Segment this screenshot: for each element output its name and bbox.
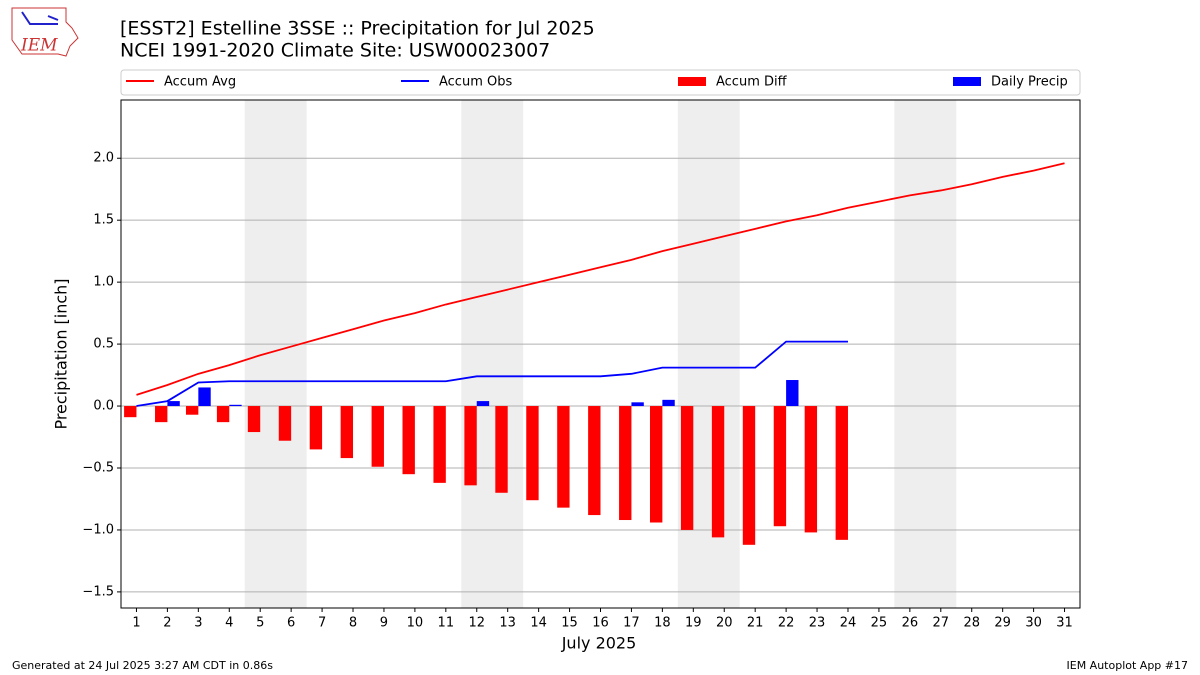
x-tick-label: 11 [438, 616, 455, 631]
line [136, 162, 1065, 396]
bar [588, 406, 601, 516]
x-tick-label: 8 [349, 616, 357, 631]
logo-icon [21, 11, 59, 25]
x-tick-label: 27 [933, 616, 950, 631]
bar [742, 406, 756, 545]
bar [711, 406, 725, 538]
x-tick-label: 1 [132, 616, 140, 631]
x-tick-label: 24 [840, 616, 857, 631]
x-tick-label: 26 [902, 616, 919, 631]
footer-left: Generated at 24 Jul 2025 3:27 AM CDT in … [12, 659, 273, 672]
legend-label: Daily Precip [991, 75, 1068, 90]
logo-outline [11, 7, 79, 57]
x-tick-label: 19 [685, 616, 702, 631]
x-tick-label: 10 [407, 616, 424, 631]
bar [167, 401, 180, 407]
bar [557, 406, 570, 508]
x-tick-label: 20 [716, 616, 733, 631]
x-tick-label: 5 [256, 616, 264, 631]
x-tick-label: 22 [778, 616, 795, 631]
x-tick-label: 30 [1025, 616, 1042, 631]
x-tick-label: 13 [499, 616, 516, 631]
x-tick-label: 3 [194, 616, 202, 631]
weekend-shade [677, 100, 740, 608]
x-tick-label: 14 [530, 616, 547, 631]
y-tick-label: 0.5 [93, 337, 114, 352]
y-tick-label: 1.5 [93, 213, 114, 228]
bar [278, 406, 292, 441]
x-tick-label: 17 [623, 616, 640, 631]
weekend-shade [894, 100, 957, 608]
x-tick-label: 16 [592, 616, 609, 631]
x-tick-label: 18 [654, 616, 671, 631]
bar [124, 406, 137, 418]
y-tick-label: 0.0 [93, 399, 114, 414]
x-tick-label: 2 [163, 616, 171, 631]
weekend-shade [461, 100, 524, 608]
logo-text: IEM [20, 36, 58, 56]
bar [309, 406, 323, 450]
x-tick-label: 6 [287, 616, 295, 631]
bar [185, 406, 199, 415]
y-tick-label: 2.0 [93, 151, 114, 166]
x-tick-label: 9 [380, 616, 388, 631]
bar [773, 406, 787, 527]
bar [804, 406, 818, 533]
x-tick-label: 4 [225, 616, 233, 631]
bar [155, 406, 168, 423]
bar [371, 406, 384, 467]
y-axis-label: Precipitation [inch] [52, 278, 71, 429]
footer-right: IEM Autoplot App #17 [1067, 659, 1189, 672]
x-axis-label: July 2025 [561, 634, 637, 653]
x-tick-label: 21 [747, 616, 764, 631]
x-tick-label: 28 [963, 616, 980, 631]
x-tick-label: 25 [871, 616, 888, 631]
x-tick-label: 31 [1056, 616, 1073, 631]
chart-subtitle: NCEI 1991-2020 Climate Site: USW00023007 [120, 40, 550, 62]
bar [495, 406, 508, 493]
legend-label: Accum Obs [439, 75, 512, 90]
y-tick-label: −1.5 [82, 584, 114, 599]
x-tick-label: 23 [809, 616, 826, 631]
bar [464, 406, 477, 486]
bar [649, 406, 663, 523]
logo: IEM [11, 7, 79, 57]
bar [835, 406, 848, 540]
y-tick-label: −0.5 [82, 460, 114, 475]
bar [526, 406, 539, 501]
bar [229, 404, 242, 407]
bar [198, 387, 211, 407]
bar [433, 406, 446, 483]
legend-box [120, 69, 1081, 96]
bar [402, 406, 415, 475]
x-tick-label: 7 [318, 616, 326, 631]
chart-title: [ESST2] Estelline 3SSE :: Precipitation … [120, 18, 595, 40]
bar [476, 401, 490, 407]
line [136, 340, 848, 407]
y-tick-label: −1.0 [82, 522, 114, 537]
legend-label: Accum Avg [164, 75, 236, 90]
legend-swatch [678, 77, 706, 86]
bar [786, 380, 799, 407]
bar [216, 406, 230, 423]
plot-frame [120, 99, 1081, 609]
x-tick-label: 15 [561, 616, 578, 631]
y-tick-label: 1.0 [93, 275, 114, 290]
x-tick-label: 12 [468, 616, 485, 631]
weekend-shade [244, 100, 307, 608]
legend-swatch [953, 77, 981, 86]
x-tick-label: 29 [994, 616, 1011, 631]
bar [680, 406, 694, 530]
legend-label: Accum Diff [716, 75, 788, 90]
bar [247, 406, 261, 433]
bar [662, 399, 675, 407]
bar [631, 402, 644, 407]
bar [619, 406, 632, 521]
bar [340, 406, 354, 459]
